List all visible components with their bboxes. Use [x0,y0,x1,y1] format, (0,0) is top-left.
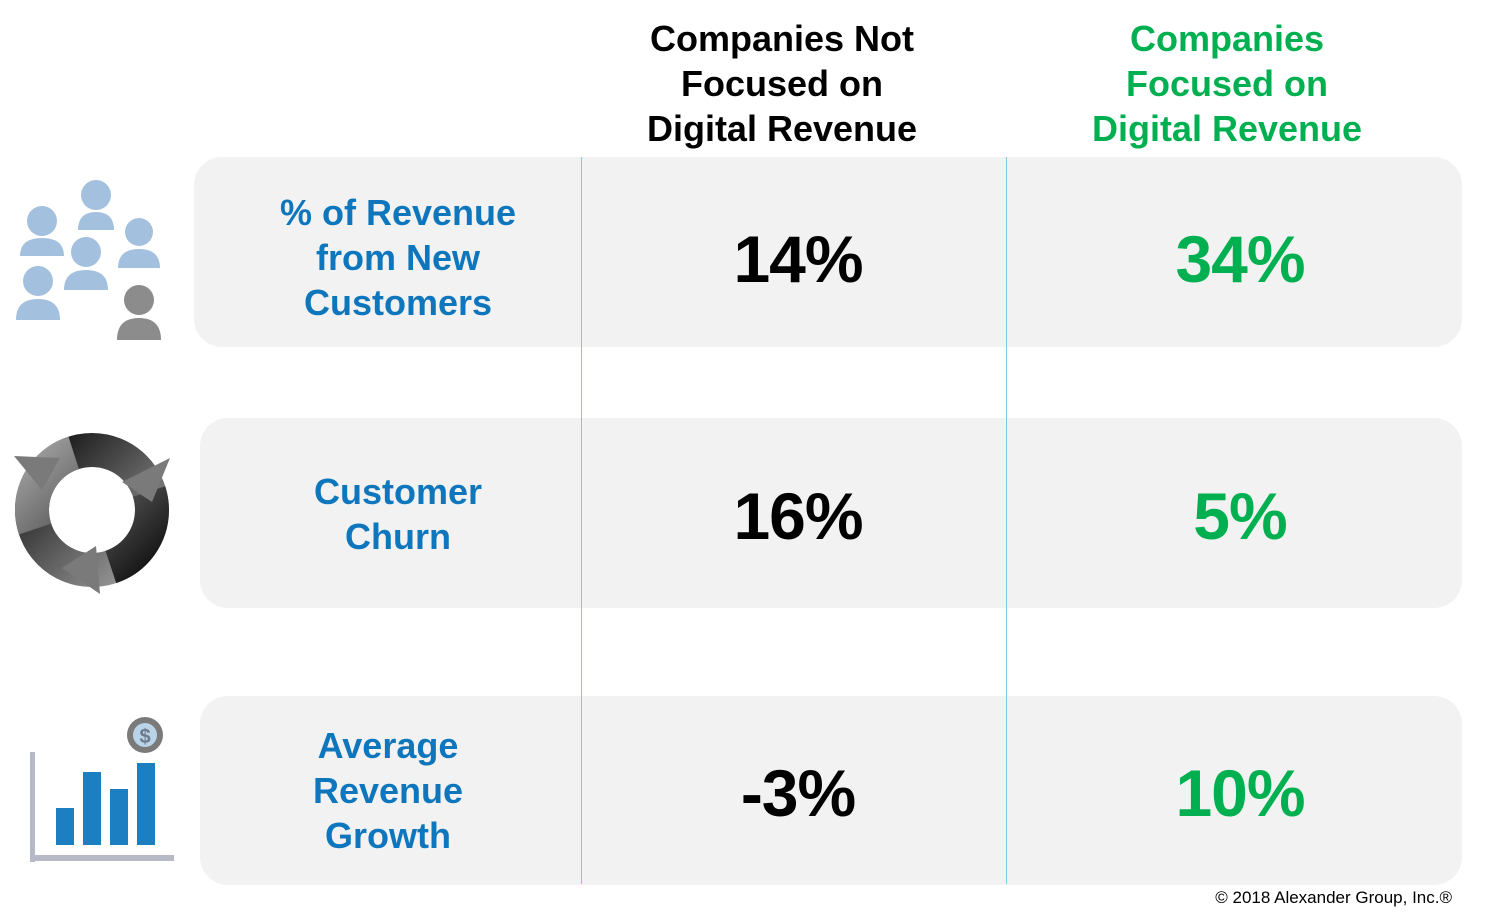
header-not-focused-line: Digital Revenue [646,108,918,149]
header-not-focused-line: Companies Not [649,18,915,59]
header-focused: Companies Focused on Digital Revenue [1027,16,1427,151]
svg-text:$: $ [139,726,150,748]
row-label-revenue-growth: Average Revenue Growth [198,723,578,858]
row-customer-churn [200,418,1462,608]
value-focused-churn: 5% [1193,479,1287,553]
dollar-coin-icon: $ [127,717,163,753]
header-focused-line: Focused on [1125,63,1328,104]
value-focused-revenue-growth: 10% [1175,756,1305,830]
header-not-focused-line: Focused on [680,63,883,104]
column-divider [1006,157,1007,884]
row-average-revenue-growth [200,696,1462,885]
row-label-line: Revenue [312,770,464,811]
column-divider [581,157,582,884]
row-label-line: from New [315,237,481,278]
revenue-growth-bar-chart-icon: $ [30,717,174,862]
header-focused-line: Digital Revenue [1091,108,1363,149]
header-not-focused: Companies Not Focused on Digital Revenue [582,16,982,151]
row-new-customers-revenue [194,157,1462,347]
row-label-line: Growth [325,815,451,856]
row-label-line: % of Revenue [279,192,517,233]
copyright-notice: © 2018 Alexander Group, Inc.® [1215,888,1452,907]
row-label-new-customers: % of Revenue from New Customers [208,190,588,325]
value-not-focused-churn: 16% [733,479,863,553]
value-not-focused-new-customers: 14% [733,222,863,296]
value-not-focused-revenue-growth: -3% [740,756,856,830]
people-group-icon [16,180,161,340]
row-label-line: Customer [313,471,483,512]
row-label-line: Churn [345,516,451,557]
churn-cycle-arrows-icon [14,433,170,594]
row-label-line: Customers [303,282,493,323]
row-label-churn: Customer Churn [208,469,588,559]
value-focused-new-customers: 34% [1175,222,1305,296]
row-label-line: Average [317,725,459,766]
header-focused-line: Companies [1129,18,1325,59]
